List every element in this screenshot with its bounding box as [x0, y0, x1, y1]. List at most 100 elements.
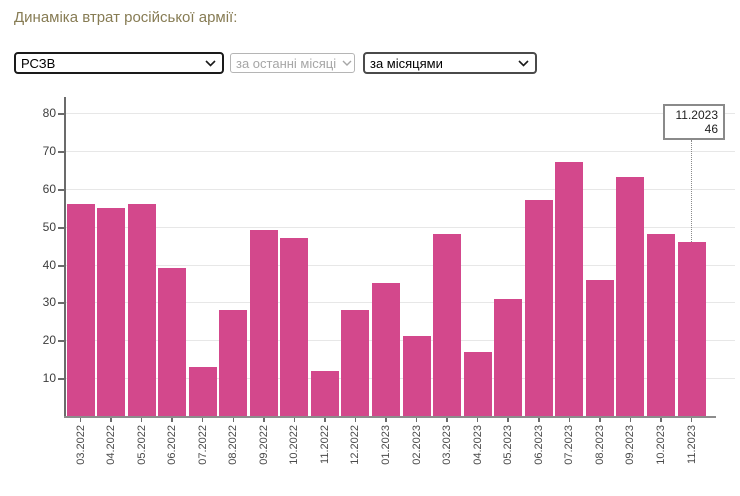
tooltip-label: 11.2023: [675, 108, 719, 122]
bar-11.2023[interactable]: [677, 242, 706, 416]
period-select: за останні місяці: [230, 53, 355, 73]
y-axis-label: 80: [42, 106, 56, 120]
x-axis-label: 04.2022: [105, 425, 117, 465]
x-axis-label: 08.2023: [593, 425, 606, 465]
grouping-select-value: за місяцями: [370, 55, 443, 71]
bar-12.2022[interactable]: [341, 310, 370, 416]
x-axis-tick: [629, 417, 632, 422]
x-axis-label: 05.2023: [502, 425, 515, 465]
bar-01.2023[interactable]: [372, 283, 400, 416]
y-gridline: [65, 378, 735, 379]
y-gridline: [65, 151, 735, 152]
chevron-down-icon: [342, 60, 352, 66]
bar-08.2022[interactable]: [219, 310, 248, 416]
y-axis-tick: [58, 302, 64, 304]
bar-04.2023[interactable]: [463, 352, 492, 416]
y-axis-tick: [58, 113, 64, 115]
x-axis-tick: [599, 417, 601, 422]
y-axis-label: 10: [42, 371, 56, 385]
bar-03.2023[interactable]: [433, 234, 462, 416]
bar-11.2022[interactable]: [310, 371, 339, 416]
bar-05.2022[interactable]: [127, 204, 156, 416]
x-axis-label: 09.2022: [257, 425, 270, 465]
bar-02.2023[interactable]: [402, 336, 431, 416]
y-gridline: [65, 340, 735, 341]
bar-10.2022[interactable]: [280, 238, 309, 416]
x-axis-label: 10.2023: [655, 425, 667, 465]
x-axis-label: 07.2022: [196, 425, 209, 465]
y-gridline: [65, 265, 735, 266]
x-axis-label: 06.2023: [532, 425, 545, 465]
x-axis-tick: [79, 417, 82, 422]
x-axis-label: 07.2023: [563, 425, 576, 465]
x-axis-tick: [140, 417, 143, 422]
x-axis-tick: [415, 417, 418, 422]
x-axis-tick: [354, 417, 357, 422]
y-axis-label: 40: [42, 258, 56, 272]
y-gridline: [65, 113, 735, 114]
chevron-down-icon: [205, 59, 216, 67]
y-axis-label: 30: [42, 295, 56, 309]
x-axis-tick: [476, 417, 479, 422]
x-axis-label: 03.2022: [74, 425, 87, 465]
chevron-down-icon: [518, 59, 529, 67]
y-axis-tick: [58, 340, 64, 342]
bar-05.2023[interactable]: [494, 299, 523, 416]
x-axis-label: 12.2022: [349, 425, 362, 465]
x-axis-label: 05.2022: [135, 425, 148, 465]
y-axis-label: 50: [42, 220, 56, 234]
x-axis-tick: [538, 417, 540, 422]
bar-07.2023[interactable]: [555, 162, 584, 416]
x-axis-label: 02.2023: [410, 425, 423, 465]
x-axis-label: 11.2023: [685, 425, 698, 464]
x-axis-line: [64, 416, 716, 418]
bar-07.2022[interactable]: [188, 367, 217, 416]
y-axis-tick: [58, 227, 64, 229]
x-axis-label: 09.2023: [624, 425, 637, 465]
x-axis-label: 08.2022: [227, 425, 240, 465]
y-axis-label: 20: [42, 333, 56, 347]
x-axis-tick: [568, 417, 570, 422]
y-axis-label: 70: [42, 144, 56, 158]
x-axis-tick: [263, 417, 265, 422]
y-gridline: [65, 189, 735, 190]
y-gridline: [65, 227, 735, 228]
y-axis-label: 60: [42, 182, 56, 196]
x-axis-label: 01.2023: [380, 425, 392, 465]
x-axis-tick: [690, 417, 693, 422]
weapon-select[interactable]: РСЗВ: [14, 52, 224, 74]
bar-04.2022[interactable]: [97, 208, 125, 416]
bar-06.2022[interactable]: [158, 268, 187, 416]
x-axis-tick: [201, 417, 204, 422]
x-axis-label: 03.2023: [441, 425, 454, 465]
x-axis-tick: [660, 417, 662, 422]
y-axis-tick: [58, 189, 64, 191]
x-axis-tick: [446, 417, 448, 422]
y-axis-tick: [58, 265, 64, 267]
bar-06.2023[interactable]: [524, 200, 553, 416]
tooltip: 11.2023 46: [663, 104, 725, 140]
x-axis-tick: [293, 417, 296, 422]
y-gridline: [65, 302, 735, 303]
x-axis-tick: [110, 417, 112, 422]
period-select-value: за останні місяці: [236, 55, 337, 71]
x-axis-tick: [507, 417, 509, 422]
y-axis-tick: [58, 378, 64, 380]
x-axis-label: 04.2023: [471, 425, 484, 465]
grouping-select[interactable]: за місяцями: [363, 52, 537, 74]
bar-09.2022[interactable]: [249, 230, 278, 416]
x-axis-tick: [171, 417, 173, 422]
x-axis-tick: [232, 417, 234, 422]
bar-09.2023[interactable]: [616, 177, 645, 416]
x-axis-tick: [324, 417, 326, 422]
tooltip-value: 46: [704, 122, 718, 136]
x-axis-label: 10.2022: [288, 425, 301, 465]
bar-08.2023[interactable]: [585, 280, 614, 416]
page-title: Динаміка втрат російської армії:: [14, 9, 238, 26]
bar-03.2022[interactable]: [66, 204, 95, 416]
bar-10.2023[interactable]: [647, 234, 675, 416]
x-axis-label: 06.2022: [166, 425, 179, 465]
x-axis-label: 11.2022: [318, 425, 331, 464]
